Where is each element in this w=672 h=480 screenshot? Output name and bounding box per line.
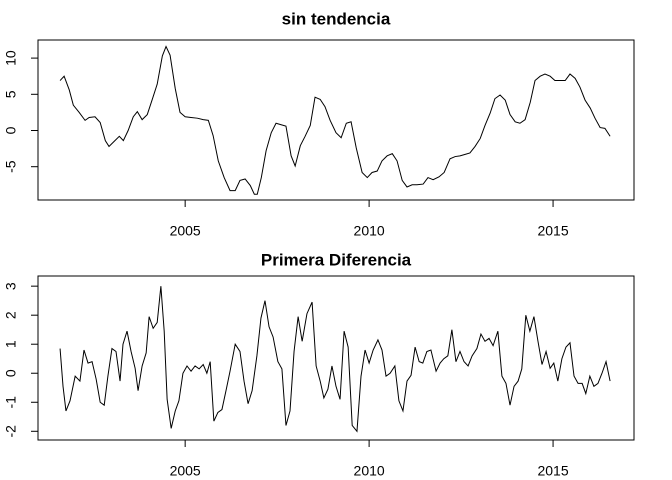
data-line (59, 286, 611, 433)
y-tick-label: 0 (3, 126, 19, 134)
y-tick-label: 5 (3, 90, 19, 98)
x-tick-label: 2015 (537, 463, 568, 479)
y-tick-label: 1 (3, 340, 19, 348)
y-tick-label: 10 (3, 50, 19, 66)
x-tick-label: 2010 (354, 223, 385, 239)
x-tick-label: 2005 (170, 223, 201, 239)
y-tick-label: -5 (3, 160, 19, 173)
data-line (59, 45, 611, 195)
x-tick-label: 2010 (354, 463, 385, 479)
chart-title: Primera Diferencia (261, 250, 412, 269)
y-tick-label: -1 (3, 396, 19, 409)
y-tick-label: -2 (3, 425, 19, 438)
chart-title: sin tendencia (282, 9, 391, 28)
x-tick-label: 2015 (537, 223, 568, 239)
x-tick-label: 2005 (170, 463, 201, 479)
y-tick-label: 2 (3, 311, 19, 319)
plot-frame (37, 275, 635, 441)
plot-frame (37, 39, 635, 201)
y-tick-label: 0 (3, 369, 19, 377)
y-tick-label: 3 (3, 282, 19, 290)
